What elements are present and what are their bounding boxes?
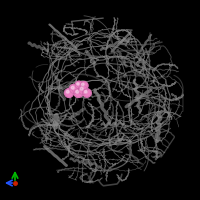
Circle shape [84, 90, 87, 93]
Circle shape [66, 90, 69, 93]
Circle shape [71, 86, 74, 89]
Circle shape [75, 81, 83, 89]
Circle shape [77, 83, 79, 85]
Circle shape [74, 89, 83, 97]
Circle shape [83, 89, 91, 97]
Circle shape [82, 83, 84, 86]
Circle shape [78, 85, 88, 95]
Circle shape [80, 87, 83, 90]
Circle shape [80, 82, 88, 90]
Circle shape [65, 89, 73, 97]
Circle shape [69, 84, 79, 94]
Circle shape [76, 90, 79, 93]
